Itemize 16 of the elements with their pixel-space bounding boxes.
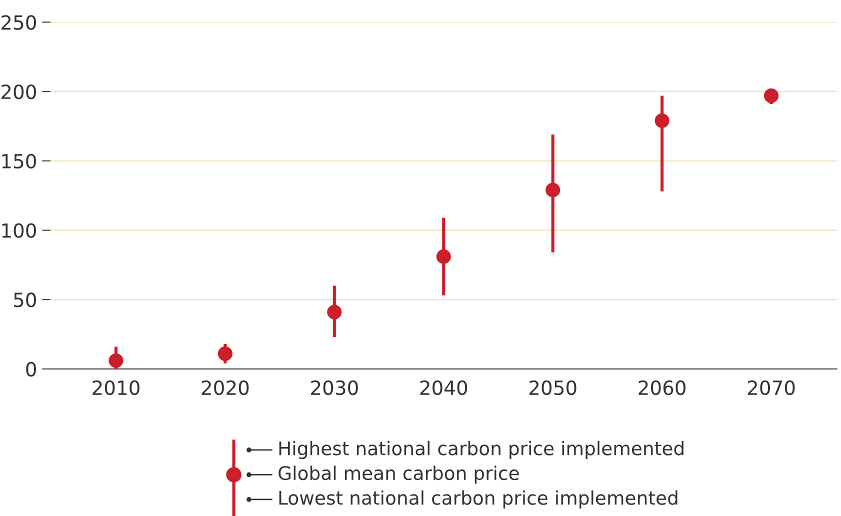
- x-tick-label: 2040: [420, 380, 468, 396]
- y-tick-label: 150: [2, 154, 36, 169]
- y-tick-label: 0: [26, 362, 36, 377]
- x-tick-label: 2070: [748, 380, 795, 396]
- x-tick-label: 2060: [638, 380, 686, 396]
- y-tick-label: 250: [2, 15, 36, 30]
- x-tick-label: 2010: [92, 380, 140, 396]
- y-tick-label: 50: [14, 292, 36, 308]
- y-tick-label: 200: [2, 84, 36, 100]
- text: Global mean carbon price: [278, 466, 519, 484]
- text: Lowest national carbon price implemented: [279, 490, 678, 509]
- text: Highest national carbon price implemented: [279, 440, 684, 460]
- x-tick-label: 2030: [311, 380, 358, 396]
- x-tick-label: 2050: [530, 380, 576, 396]
- y-tick-label: 100: [2, 223, 36, 238]
- x-tick-label: 2020: [202, 380, 249, 396]
